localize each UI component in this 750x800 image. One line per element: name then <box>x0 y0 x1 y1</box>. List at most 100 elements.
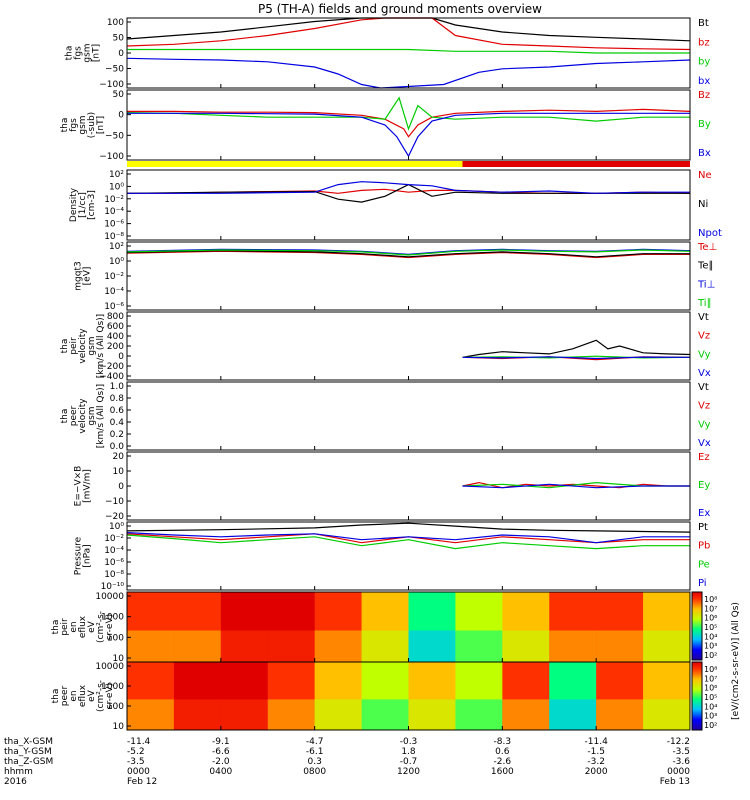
y-tick-label: 0.2 <box>110 430 124 440</box>
y-tick-label: 200 <box>107 342 124 352</box>
spectrogram-cell-low <box>173 630 222 662</box>
y-label-line: [nPa] <box>83 544 93 567</box>
y-label-line: fgs <box>69 118 79 132</box>
spectrogram-cell-low <box>314 699 363 730</box>
footer-value: 1600 <box>491 767 514 777</box>
y-tick-label: 10000 <box>95 662 124 672</box>
spectrogram-cell-low <box>408 630 456 662</box>
spectrogram-cell-low <box>643 630 691 662</box>
footer-value: 1.8 <box>401 747 416 757</box>
y-label-line: [nT] <box>96 116 106 134</box>
colorbar-tick: 10⁷ <box>704 674 717 683</box>
y-axis-label: tha peir velocity gsm [km/s (All Qs)] <box>60 314 106 378</box>
y-label-line: en <box>69 621 79 632</box>
legend-entry-Pe: Pe <box>698 559 710 570</box>
footer-value: -11.4 <box>127 737 151 747</box>
footer-value: 0000 <box>667 767 690 777</box>
legend-entry-Vy: Vy <box>698 349 711 360</box>
legend-entry-Ti∥: Ti∥ <box>697 298 712 309</box>
y-tick-label: 600 <box>107 322 124 332</box>
panel-frame <box>126 169 691 241</box>
y-tick-label: 10² <box>109 242 124 252</box>
series-line-Npot <box>127 181 690 194</box>
legend-entry-Ni: Ni <box>698 199 708 210</box>
y-tick-label: 0 <box>118 49 124 59</box>
spectrogram-cell-low <box>596 699 644 730</box>
colorbar-tick: 10⁷ <box>704 604 717 613</box>
spectrogram-cell-low <box>127 630 175 662</box>
panel-frame <box>126 311 691 381</box>
spectrogram-cell-low <box>314 630 363 662</box>
footer-value: -3.5 <box>127 757 145 767</box>
y-label-line: Density <box>69 187 79 222</box>
colorbar-tick: 10³ <box>704 642 717 651</box>
y-label-line: (-sub) <box>87 112 97 138</box>
y-label-line: peer <box>60 685 70 706</box>
y-tick-label: 20 <box>113 452 125 462</box>
legend-entry-bz: bz <box>698 37 710 48</box>
y-tick-label: 1000 <box>101 682 124 692</box>
legend-entry-By: By <box>698 119 711 130</box>
colorbar-tick: 10² <box>704 721 717 730</box>
y-tick-label: −400 <box>99 372 124 382</box>
y-label-line: sr-eV) <box>105 614 115 640</box>
y-label-line: tha <box>51 689 61 704</box>
panel-7: E=−V×B [mV/m] <box>74 451 691 521</box>
series-line-Pi <box>126 532 690 544</box>
panel-2: tha fgs gsm (-sub) [nT] <box>60 89 691 161</box>
y-tick-label: 100 <box>107 18 124 28</box>
y-tick-label: −100 <box>99 80 124 90</box>
colorbar-tick: 10⁸ <box>704 665 717 674</box>
y-tick-label: 10 <box>113 654 125 664</box>
panel-10: tha peer en eflux eV (cm²-s-sr-eV) <box>51 661 691 731</box>
footer-value: -3.5 <box>672 747 690 757</box>
y-label-line: tha <box>60 339 70 354</box>
y-label-line: en <box>69 690 79 701</box>
panel-frame <box>126 89 691 161</box>
series-line-Pt <box>126 522 691 533</box>
panel-4: mgqt3 [eV] <box>74 241 691 311</box>
footer-value: 0400 <box>209 767 232 777</box>
panel-3: Density [1/cc] [cm-3] <box>69 169 691 241</box>
y-tick-label: 10⁻⁴ <box>104 546 124 556</box>
colorbar-tick: 10² <box>704 651 717 660</box>
legend-entry-Ne: Ne <box>698 170 712 181</box>
y-tick-label: 10⁰ <box>109 257 124 267</box>
spectrogram-cell-low <box>267 630 316 662</box>
spectrogram-cell-low <box>267 699 316 730</box>
footer-value: -2.6 <box>494 757 512 767</box>
y-label-line: eV <box>87 620 97 633</box>
y-tick-label: 10⁻⁸ <box>104 570 124 580</box>
colorbar-tick: 10⁶ <box>704 614 717 623</box>
y-tick-label: 0 <box>118 352 124 362</box>
y-axis-label: mgqt3 [eV] <box>74 261 93 290</box>
legend-entry-Pi: Pi <box>698 578 707 589</box>
colorbar-tick: 10⁶ <box>704 684 717 693</box>
y-tick-label: 10⁻⁸ <box>104 232 124 242</box>
y-tick-label: 0.8 <box>110 394 125 404</box>
y-label-line: (cm²-s- <box>96 611 106 643</box>
spectrogram-cell-low <box>455 630 503 662</box>
y-tick-label: −100 <box>99 152 124 162</box>
y-tick-label: 800 <box>107 312 124 322</box>
y-tick-label: 50 <box>113 34 125 44</box>
y-axis-label: Density [1/cc] [cm-3] <box>69 187 97 222</box>
y-label-line: gsm <box>87 336 97 355</box>
series-line-Vx <box>462 356 691 360</box>
spectrogram-cell-low <box>455 699 503 730</box>
footer-value: -6.1 <box>306 747 324 757</box>
y-label-line: tha <box>60 118 70 133</box>
y-axis-label: Pressure [nPa] <box>74 536 93 575</box>
y-tick-label: 0.0 <box>110 442 125 452</box>
y-label-line: [nT] <box>92 44 102 62</box>
y-tick-label: 10⁻¹⁰ <box>101 582 125 592</box>
footer-row-label: hhmm <box>4 767 33 777</box>
panel-1: tha fgs gsm [nT] <box>65 17 691 89</box>
colorbar-1 <box>691 591 703 661</box>
legend-entry-Bz: Bz <box>698 90 710 101</box>
y-tick-label: 10⁻² <box>104 272 124 282</box>
colorbar-tick: 10⁴ <box>704 632 717 641</box>
footer-value: -3.6 <box>672 757 690 767</box>
y-tick-label: 0 <box>118 111 124 121</box>
